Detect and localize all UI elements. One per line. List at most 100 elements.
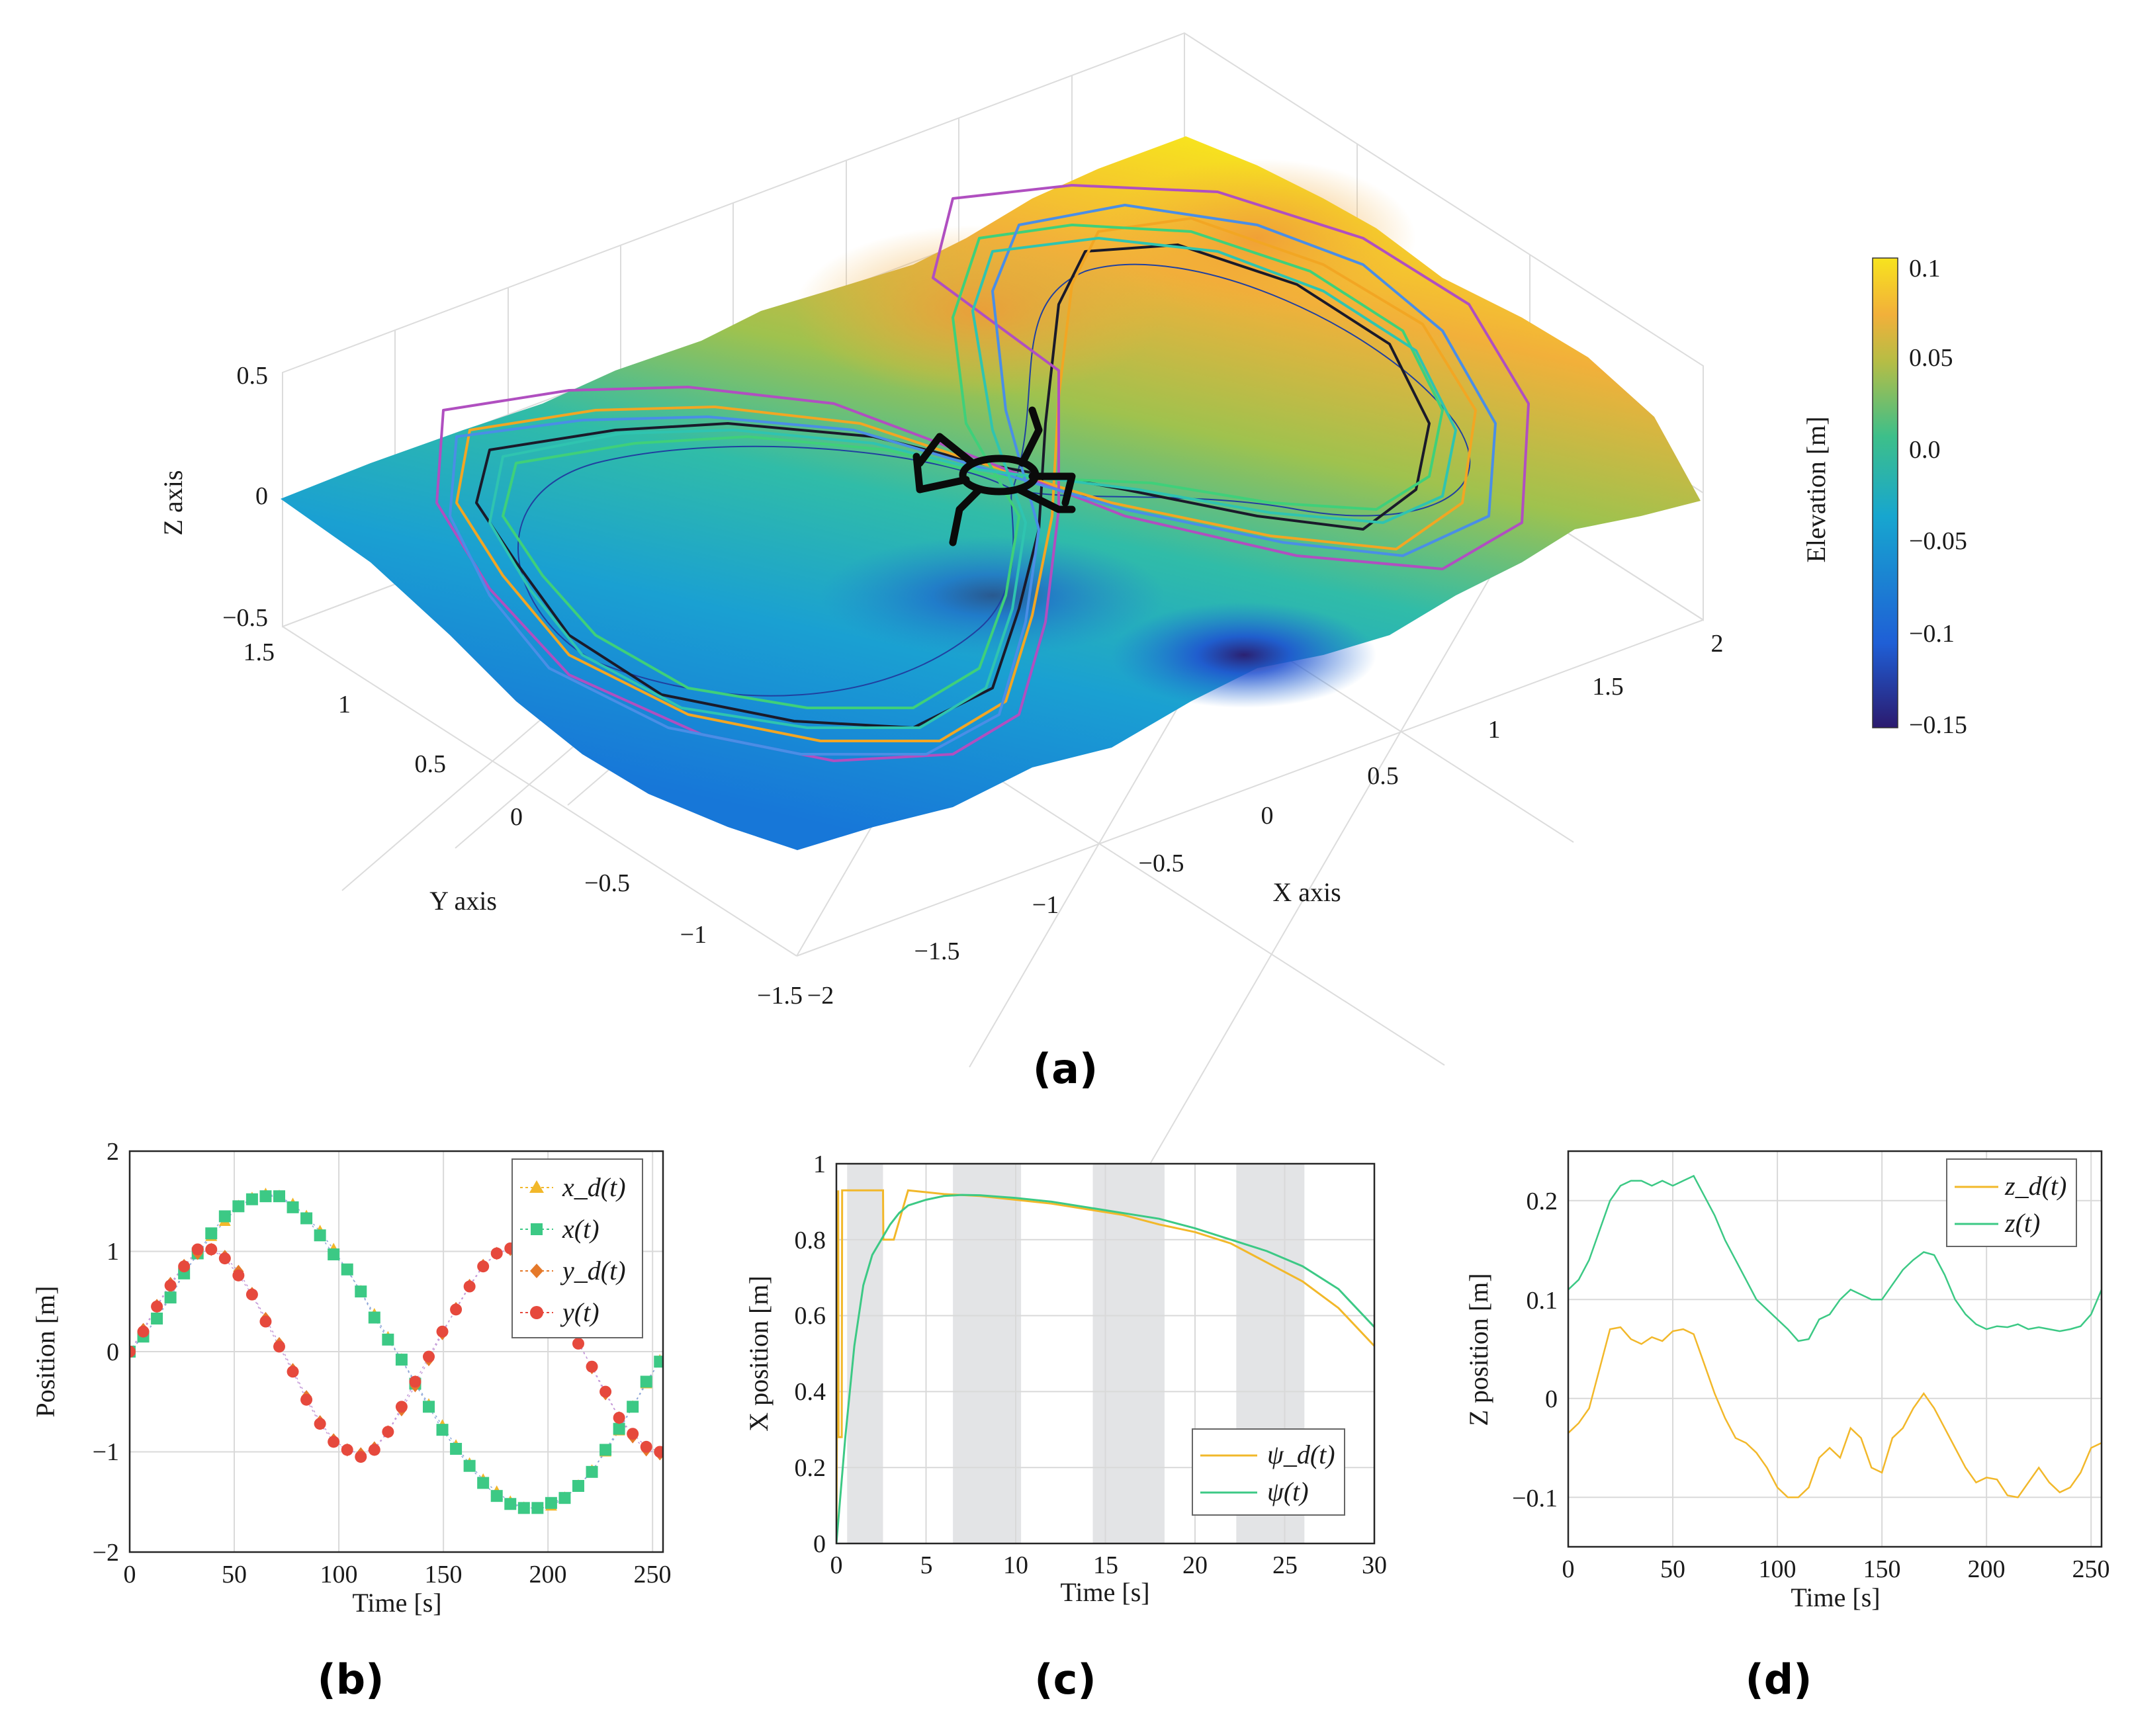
colorbar-gradient <box>1872 257 1898 728</box>
data-point-y <box>355 1451 367 1463</box>
panel-b-caption: (b) <box>317 1655 384 1704</box>
terrain-orange-bump-2 <box>1098 159 1416 318</box>
data-point-y <box>314 1418 326 1430</box>
y-tick: 0 <box>107 1338 119 1366</box>
y-tick: 0 <box>813 1530 826 1558</box>
data-point-x <box>218 1210 231 1223</box>
panel-d-x-ticks: 0 50 100 150 200 250 <box>1562 1555 2110 1583</box>
panel-c-caption: (c) <box>1034 1655 1096 1704</box>
x-tick: 100 <box>1759 1555 1797 1583</box>
colorbar-tick: −0.1 <box>1909 620 1955 648</box>
panel-c-y-ticks: 1 0.8 0.6 0.4 0.2 0 <box>795 1150 826 1558</box>
x-tick: 150 <box>1863 1555 1901 1583</box>
panel-b-y-ticks: 2 1 0 −1 −2 <box>93 1138 119 1567</box>
panel-b-frame <box>128 1150 664 1553</box>
y-tick: −1.5 <box>757 982 803 1010</box>
x-tick: −1.5 <box>914 937 960 965</box>
data-point-x <box>599 1444 612 1456</box>
z-tick: 0 <box>255 482 268 510</box>
y-tick: 0 <box>510 803 523 831</box>
trajectory-black <box>475 243 1431 729</box>
data-point-y <box>287 1366 299 1378</box>
panel-a-y-ticks: 1.5 1 0.5 0 −0.5 −1 −1.5 <box>244 638 803 1010</box>
data-point-x <box>463 1459 476 1472</box>
y-tick: 0.6 <box>795 1302 826 1330</box>
robot-leg-5 <box>1028 472 1076 507</box>
x-tick: 250 <box>634 1561 672 1588</box>
trajectory-blue <box>449 204 1497 756</box>
panel-d-frame <box>1567 1150 2103 1548</box>
data-point-x <box>640 1375 652 1388</box>
panel-c: 1 0.8 0.6 0.4 0.2 0 0 5 10 15 20 25 30 T… <box>744 1150 1387 1704</box>
y-tick: −0.1 <box>1512 1485 1558 1512</box>
trajectory-teal <box>488 237 1457 729</box>
series-line-zd <box>1568 1326 2102 1498</box>
data-point-y <box>232 1269 245 1281</box>
data-point-x <box>517 1502 530 1514</box>
panel-b-x-ticks: 0 50 100 150 200 250 <box>124 1561 672 1588</box>
x-tick: 0 <box>1261 802 1274 830</box>
z-tick: 0.5 <box>237 362 269 390</box>
data-point-y <box>164 1280 177 1292</box>
data-point-y <box>409 1375 422 1388</box>
x-tick: 0.5 <box>1367 762 1399 790</box>
x-tick: 200 <box>529 1561 567 1588</box>
data-point-y <box>137 1325 150 1338</box>
legend-label: z(t) <box>2004 1208 2040 1238</box>
data-point-y <box>654 1446 663 1458</box>
x-tick: −0.5 <box>1139 849 1184 877</box>
shaded-interval <box>953 1164 1022 1543</box>
data-point-x <box>287 1201 299 1213</box>
x-tick: 30 <box>1362 1551 1387 1579</box>
data-point-x <box>627 1401 639 1413</box>
z-tick: −0.5 <box>222 604 268 632</box>
legend-label: x_d(t) <box>562 1172 626 1202</box>
panel-c-xlabel: Time [s] <box>1060 1577 1149 1607</box>
data-point-x <box>450 1442 463 1455</box>
data-point-x <box>613 1422 625 1435</box>
y-tick: 1 <box>107 1238 119 1266</box>
data-point-x <box>205 1227 218 1240</box>
robot-leg-3 <box>949 486 983 546</box>
data-point-x <box>654 1356 663 1368</box>
data-point-y <box>368 1444 380 1456</box>
panel-d-ylabel: Z position [m] <box>1464 1273 1493 1426</box>
data-point-y <box>218 1252 231 1265</box>
data-point-x <box>490 1490 503 1502</box>
y-tick: 0.4 <box>795 1378 826 1406</box>
data-point-y <box>422 1350 435 1363</box>
legend-label: ψ(t) <box>1267 1477 1309 1506</box>
robot-leg-6 <box>1015 486 1076 513</box>
y-tick: 1 <box>813 1150 826 1178</box>
legend-label: y(t) <box>560 1297 599 1327</box>
data-point-x <box>151 1313 163 1325</box>
panel-b: 2 1 0 −1 −2 0 50 100 150 200 250 Time [s… <box>30 1138 672 1704</box>
colorbar: 0.1 0.05 0.0 −0.05 −0.1 −0.15 Elevation … <box>1801 255 1967 739</box>
panel-c-x-ticks: 0 5 10 15 20 25 30 <box>830 1551 1388 1579</box>
panel-b-ylabel: Position [m] <box>30 1286 60 1418</box>
x-tick: 250 <box>2072 1555 2110 1583</box>
colorbar-tick: −0.05 <box>1909 527 1967 555</box>
y-tick: 0.1 <box>1527 1287 1558 1315</box>
x-tick: 0 <box>830 1551 843 1579</box>
terrain-blue-dip <box>1112 602 1376 708</box>
shaded-interval <box>1092 1164 1165 1543</box>
robot-leg-1 <box>916 433 977 467</box>
x-tick: 1.5 <box>1592 673 1624 701</box>
data-point-x <box>382 1333 394 1346</box>
y-tick: 0.8 <box>795 1227 826 1254</box>
panel-a-x-ticks: −2 −1.5 −1 −0.5 0 0.5 1 1.5 2 <box>807 630 1724 1010</box>
data-point-x <box>328 1248 340 1261</box>
data-point-y <box>395 1401 408 1413</box>
robot-leg-2 <box>912 453 970 494</box>
legend-triangle-icon <box>529 1180 544 1193</box>
data-point-y <box>572 1337 584 1350</box>
y-tick: 1 <box>338 691 351 718</box>
data-point-x <box>436 1424 449 1436</box>
y-tick: −0.5 <box>584 869 630 897</box>
data-point-x <box>531 1502 544 1514</box>
data-point-y <box>640 1440 652 1453</box>
x-tick: 25 <box>1272 1551 1298 1579</box>
data-point-x <box>355 1285 367 1298</box>
data-point-x <box>273 1190 285 1203</box>
